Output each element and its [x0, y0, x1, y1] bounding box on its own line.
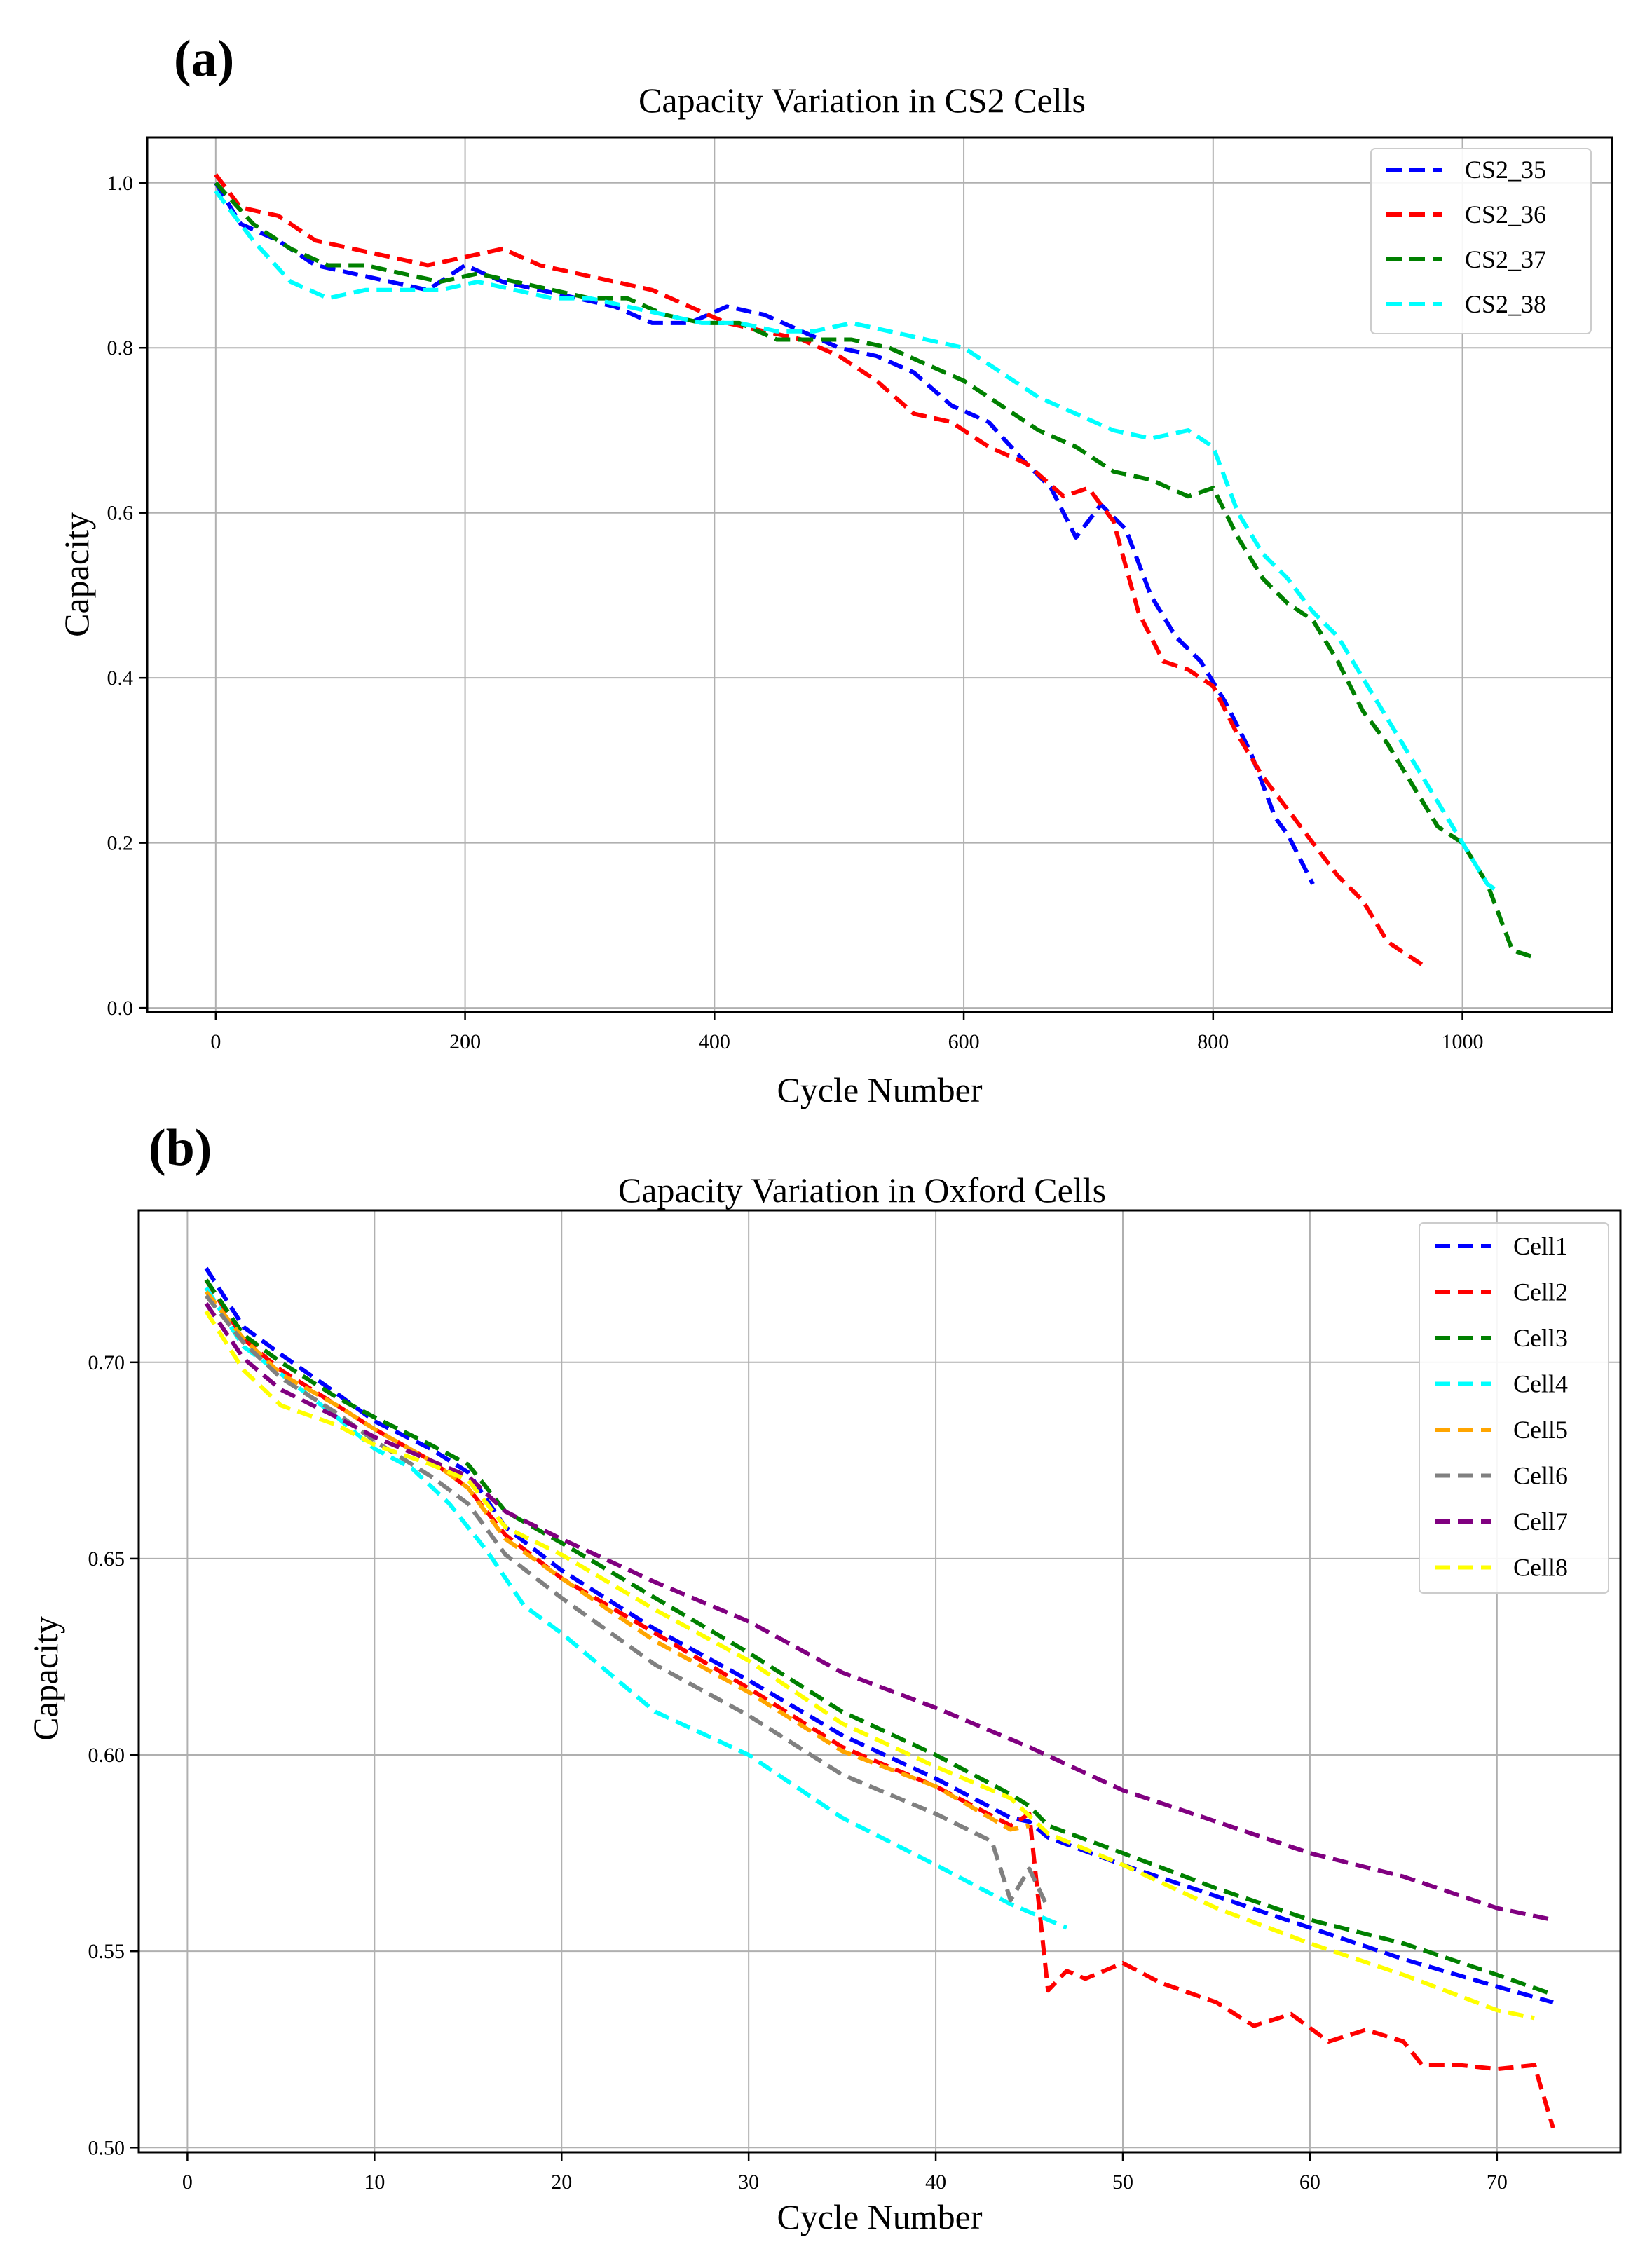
chart-b-title: Capacity Variation in Oxford Cells	[618, 1170, 1106, 1210]
series-line-cell8	[204, 1310, 1535, 2021]
y-tick-label: 0.4	[107, 667, 134, 690]
chart-a-legend-box	[1370, 148, 1592, 334]
chart-a-ticks: 0 200 400 600 800 1000 0.0 0.2 0.4 0.6 0.8 1.0	[107, 172, 1484, 1053]
x-tick-label: 600	[948, 1030, 980, 1053]
y-tick-label: 1.0	[107, 172, 134, 195]
x-tick-label: 40	[925, 2171, 946, 2194]
series-line-cs2-38	[214, 189, 1501, 894]
chart-panel-a: (a) Capacity Variation in CS2 Cells 0 200…	[57, 30, 1613, 1109]
y-tick-label: 0.70	[88, 1351, 125, 1374]
chart-a-plot-frame	[146, 136, 1613, 1013]
panel-a-label: (a)	[174, 30, 234, 88]
chart-a-title: Capacity Variation in CS2 Cells	[639, 81, 1086, 120]
series-line-cell4	[204, 1286, 1068, 1930]
legend-label-cell4: Cell4	[1513, 1370, 1568, 1398]
series-line-cell2	[204, 1278, 1555, 2129]
series-line-cell6	[204, 1294, 1050, 1909]
series-line-cs2-35	[214, 182, 1315, 885]
legend-label-cell1: Cell1	[1513, 1232, 1568, 1260]
x-tick-label: 400	[699, 1030, 730, 1053]
chart-b-y-axis-label: Capacity	[26, 1616, 65, 1741]
legend-label-cs2-37: CS2_37	[1465, 245, 1546, 273]
y-tick-label: 0.60	[88, 1744, 125, 1767]
chart-b-x-axis-label: Cycle Number	[777, 2197, 983, 2236]
series-line-cell7	[204, 1302, 1554, 1922]
chart-b-legend: Cell1 Cell2 Cell3 Cell4 Cell5 Cell6 Cell7 Cell8	[1419, 1222, 1609, 1594]
chart-a-x-axis-label: Cycle Number	[777, 1070, 983, 1109]
x-tick-label: 10	[364, 2171, 385, 2194]
series-line-cs2-36	[214, 173, 1426, 969]
legend-label-cell5: Cell5	[1513, 1416, 1568, 1444]
legend-label-cs2-38: CS2_38	[1465, 290, 1546, 318]
x-tick-label: 30	[738, 2171, 759, 2194]
y-tick-label: 0.65	[88, 1547, 125, 1571]
y-tick-label: 0.8	[107, 336, 134, 360]
series-line-cell3	[204, 1278, 1554, 1997]
y-tick-label: 0.0	[107, 997, 134, 1020]
legend-label-cell8: Cell8	[1513, 1554, 1568, 1582]
chart-b-series-group	[204, 1266, 1555, 2129]
x-tick-label: 0	[182, 2171, 193, 2194]
x-tick-label: 50	[1112, 2171, 1133, 2194]
chart-a-legend: CS2_35 CS2_36 CS2_37 CS2_38	[1370, 148, 1592, 334]
y-tick-label: 0.55	[88, 1940, 125, 1963]
x-tick-label: 200	[449, 1030, 481, 1053]
x-tick-label: 60	[1299, 2171, 1320, 2194]
legend-label-cell3: Cell3	[1513, 1324, 1568, 1352]
chart-b-gridlines	[139, 1210, 1620, 2152]
legend-label-cell7: Cell7	[1513, 1508, 1568, 1536]
chart-panel-b: (b) Capacity Variation in Oxford Cells 0…	[26, 1119, 1622, 2236]
legend-label-cs2-36: CS2_36	[1465, 200, 1546, 228]
x-tick-label: 70	[1487, 2171, 1508, 2194]
chart-a-y-axis-label: Capacity	[57, 512, 96, 637]
y-tick-label: 0.50	[88, 2136, 125, 2159]
chart-b-legend-box	[1419, 1222, 1609, 1594]
chart-b-ticks: 0 10 20 30 40 50 60 70 0.50 0.55 0.60 0.65 0.70	[88, 1351, 1508, 2194]
y-tick-label: 0.2	[107, 832, 134, 855]
series-line-cs2-37	[214, 181, 1538, 961]
series-line-cell1	[204, 1266, 1554, 2004]
panel-b-label: (b)	[149, 1119, 212, 1177]
x-tick-label: 20	[551, 2171, 572, 2194]
chart-b-plot-frame	[137, 1209, 1622, 2154]
chart-a-series-group	[214, 173, 1538, 969]
x-tick-label: 1000	[1442, 1030, 1484, 1053]
y-tick-label: 0.6	[107, 502, 134, 525]
legend-label-cs2-35: CS2_35	[1465, 156, 1546, 184]
x-tick-label: 0	[210, 1030, 221, 1053]
legend-label-cell2: Cell2	[1513, 1278, 1568, 1306]
series-line-cell5	[204, 1290, 1030, 1832]
legend-label-cell6: Cell6	[1513, 1462, 1568, 1490]
x-tick-label: 800	[1197, 1030, 1229, 1053]
